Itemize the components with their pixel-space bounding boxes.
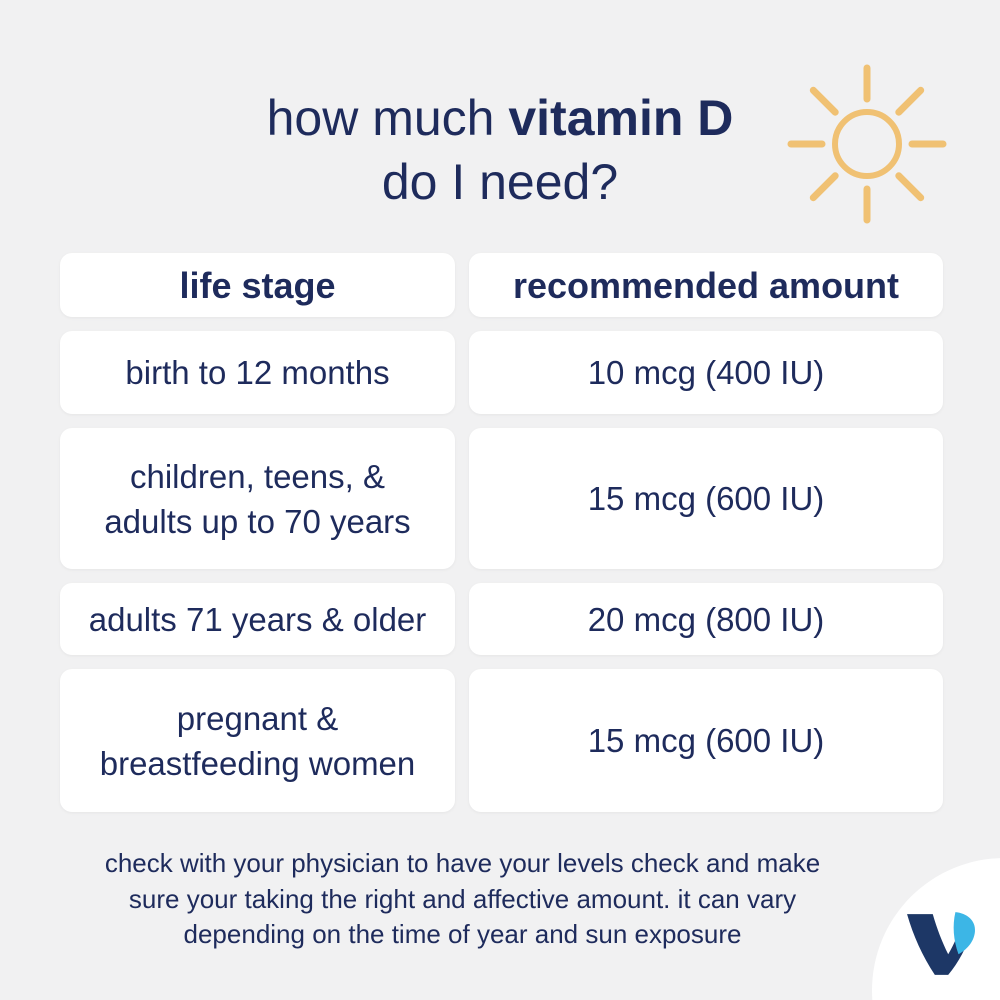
life-stage-cell-3: adults 71 years & older <box>60 583 455 655</box>
amount-cell-2: 15 mcg (600 IU) <box>469 428 943 569</box>
table-header-life-stage: life stage <box>60 253 455 317</box>
sun-icon-svg <box>787 64 947 224</box>
title-line1-bold: vitamin D <box>508 90 734 146</box>
disclaimer-text: check with your physician to have your l… <box>104 848 821 949</box>
page-title: how much vitamin D do I need? <box>0 86 1000 214</box>
amount-cell-1: 10 mcg (400 IU) <box>469 331 943 414</box>
life-stage-cell-2: children, teens, & adults up to 70 years <box>60 428 455 569</box>
life-stage-cell-4: pregnant & breastfeeding women <box>60 669 455 812</box>
title-line-1: how much vitamin D <box>0 86 1000 150</box>
amount-cell-3: 20 mcg (800 IU) <box>469 583 943 655</box>
title-line-2: do I need? <box>381 154 619 210</box>
amount-cell-4: 15 mcg (600 IU) <box>469 669 943 812</box>
vitamin-d-table: life stage recommended amount birth to 1… <box>60 253 943 812</box>
life-stage-cell-1: birth to 12 months <box>60 331 455 414</box>
table-header-recommended-amount: recommended amount <box>469 253 943 317</box>
title-line1-regular: how much <box>266 90 509 146</box>
v-logo-icon <box>907 912 976 975</box>
sun-icon <box>785 62 949 226</box>
